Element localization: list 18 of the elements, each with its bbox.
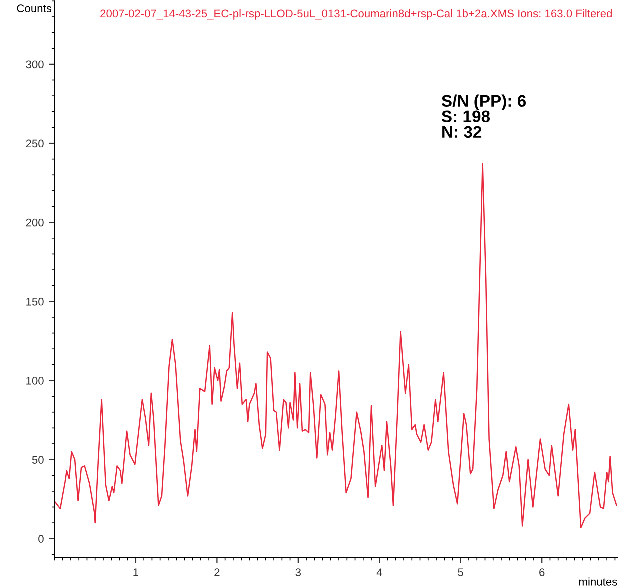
y-tick-label: 50	[32, 456, 44, 464]
x-tick-label: 6	[540, 568, 545, 576]
y-tick-label: 0	[38, 535, 44, 544]
y-tick-label: 200	[26, 218, 44, 227]
x-tick-label: 1	[134, 568, 139, 576]
y-tick-label: 300	[26, 60, 44, 69]
y-axis-title: Counts	[17, 4, 52, 13]
x-tick-label: 3	[296, 568, 302, 576]
x-axis-title: minutes	[579, 578, 618, 586]
line-series	[54, 163, 618, 528]
x-tick-label: 4	[376, 568, 382, 576]
annotation: S/N (PP): 6 S: 198 N: 32	[442, 94, 526, 138]
y-tick-label: 100	[26, 377, 44, 385]
x-tick-label: 2	[214, 568, 220, 576]
y-tick-label: 150	[26, 298, 44, 306]
text: 2007-02-07_14-43-25_EC-pl-rsp-LLOD-5uL_0131-Coumarin8d+rsp-Cal 1b+2a.XMS Ions: 163.0 Filtered	[100, 9, 612, 20]
y-tick-label: 250	[26, 140, 44, 148]
x-tick-label: 5	[458, 568, 464, 576]
